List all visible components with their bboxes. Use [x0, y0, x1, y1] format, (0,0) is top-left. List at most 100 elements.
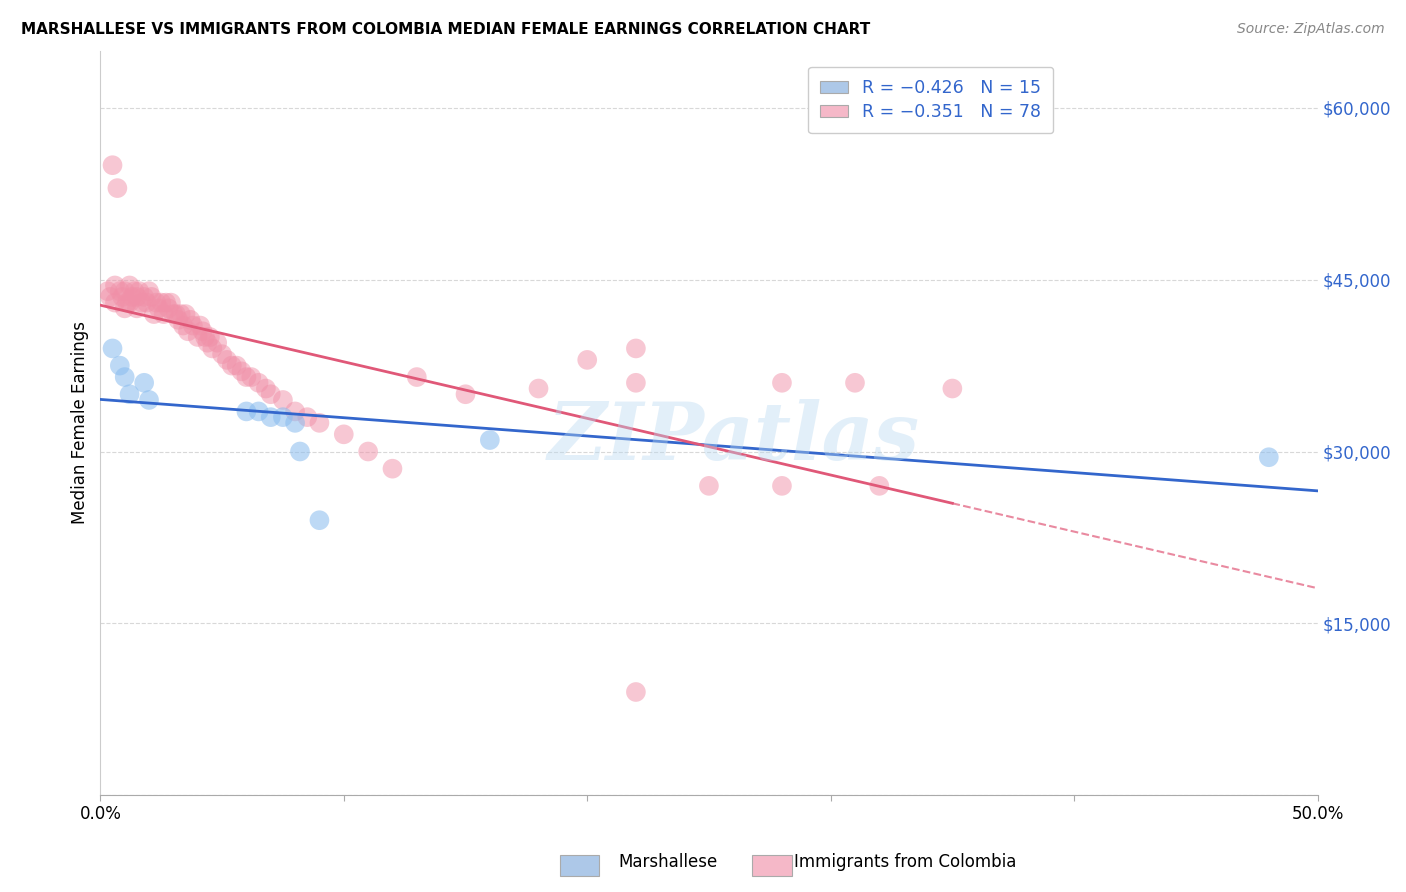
Point [134, 376, 156, 390]
Point [770, 479, 793, 493]
Point [118, 278, 141, 293]
Point [131, 295, 153, 310]
Point [138, 392, 160, 407]
Point [1257, 450, 1279, 465]
Point [104, 295, 127, 310]
Y-axis label: Median Female Earnings: Median Female Earnings [72, 321, 89, 524]
Point [152, 307, 174, 321]
Point [128, 284, 150, 298]
Point [478, 433, 501, 447]
Point [225, 359, 247, 373]
Point [138, 284, 160, 298]
Point [101, 342, 124, 356]
Point [254, 382, 277, 396]
Point [231, 364, 253, 378]
Point [179, 313, 201, 327]
Point [167, 313, 190, 327]
Point [187, 330, 209, 344]
Text: MARSHALLESE VS IMMIGRANTS FROM COLOMBIA MEDIAN FEMALE EARNINGS CORRELATION CHART: MARSHALLESE VS IMMIGRANTS FROM COLOMBIA … [21, 22, 870, 37]
Point [172, 318, 194, 333]
Point [105, 181, 128, 195]
Point [260, 387, 283, 401]
Point [235, 370, 257, 384]
Point [160, 295, 183, 310]
Point [157, 301, 180, 316]
Point [770, 376, 793, 390]
Point [108, 284, 131, 298]
Text: ZIPatlas: ZIPatlas [547, 399, 920, 476]
Point [121, 290, 143, 304]
Point [576, 352, 599, 367]
Point [142, 307, 165, 321]
Point [868, 479, 890, 493]
Text: Immigrants from Colombia: Immigrants from Colombia [794, 853, 1017, 871]
Point [308, 513, 330, 527]
Point [114, 284, 136, 298]
Point [205, 335, 228, 350]
Point [98, 290, 121, 304]
Point [941, 382, 963, 396]
Point [155, 295, 177, 310]
Point [235, 404, 257, 418]
Point [104, 278, 127, 293]
Point [124, 284, 146, 298]
Point [527, 382, 550, 396]
Point [97, 284, 120, 298]
Point [177, 324, 200, 338]
Point [148, 301, 170, 316]
Point [624, 376, 647, 390]
Point [271, 392, 294, 407]
Point [188, 318, 211, 333]
Legend: R = −0.426   N = 15, R = −0.351   N = 78: R = −0.426 N = 15, R = −0.351 N = 78 [808, 67, 1053, 133]
Point [141, 290, 163, 304]
Point [145, 295, 167, 310]
Point [114, 301, 136, 316]
Point [284, 416, 307, 430]
Point [165, 307, 187, 321]
Point [260, 410, 283, 425]
Text: Marshallese: Marshallese [619, 853, 718, 871]
Point [114, 370, 136, 384]
Point [197, 335, 219, 350]
Point [108, 359, 131, 373]
Point [111, 290, 134, 304]
Point [247, 404, 270, 418]
Point [191, 324, 214, 338]
Point [125, 290, 148, 304]
Point [134, 290, 156, 304]
Point [381, 461, 404, 475]
Point [135, 295, 157, 310]
Point [240, 370, 263, 384]
Point [405, 370, 427, 384]
Point [181, 318, 204, 333]
Point [844, 376, 866, 390]
Point [624, 685, 647, 699]
Point [118, 295, 141, 310]
Point [308, 416, 330, 430]
Point [247, 376, 270, 390]
Point [125, 301, 148, 316]
Point [284, 404, 307, 418]
Point [162, 307, 184, 321]
Point [454, 387, 477, 401]
Point [194, 330, 217, 344]
Point [170, 307, 193, 321]
Point [357, 444, 380, 458]
Point [174, 307, 197, 321]
Point [115, 295, 138, 310]
Point [271, 410, 294, 425]
Point [150, 295, 173, 310]
Text: Source: ZipAtlas.com: Source: ZipAtlas.com [1237, 22, 1385, 37]
Point [215, 352, 238, 367]
Point [101, 158, 124, 172]
Point [211, 347, 233, 361]
Point [333, 427, 356, 442]
Point [297, 410, 319, 425]
Point [624, 342, 647, 356]
Point [118, 387, 141, 401]
Point [198, 330, 221, 344]
Point [697, 479, 720, 493]
Point [221, 359, 243, 373]
Point [288, 444, 311, 458]
Point [201, 342, 224, 356]
